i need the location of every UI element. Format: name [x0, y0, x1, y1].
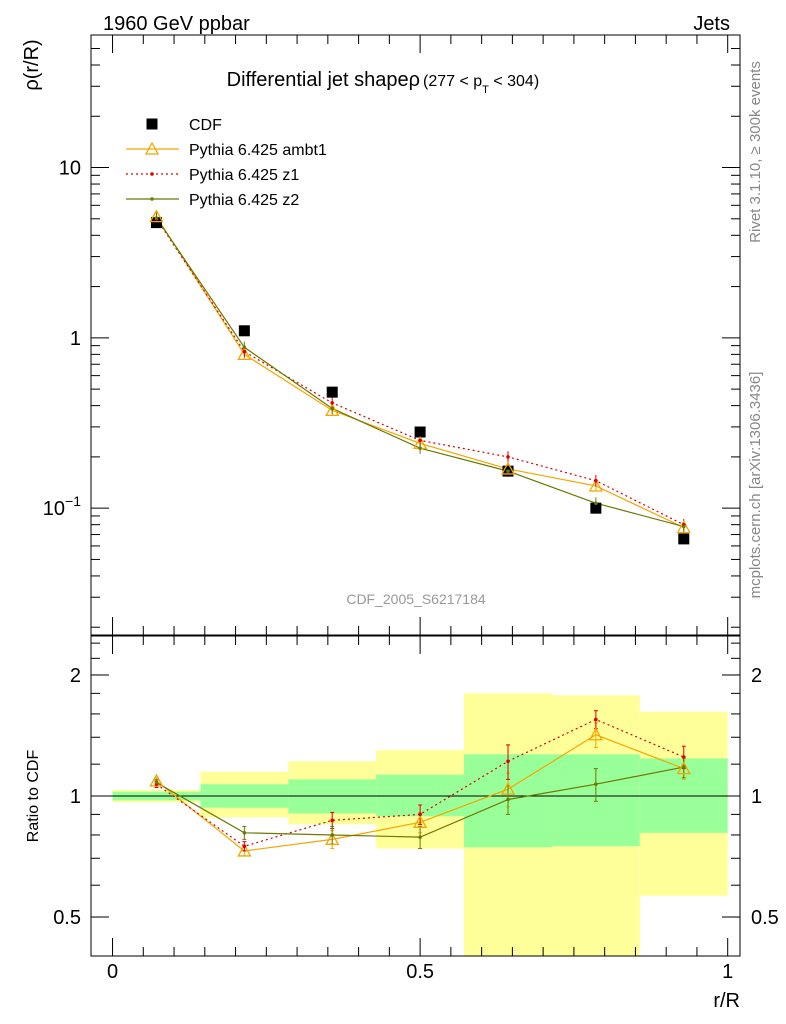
ratio-point-pythia-6-425-ambt1 [500, 781, 516, 795]
main-line-pythia-6-425-z2 [155, 217, 684, 528]
main-title-range-text: (277 < p [423, 73, 482, 90]
main-point-cdf [678, 533, 690, 545]
main-title-range-end: < 304) [489, 73, 539, 90]
ratio-point-pythia-6-425-z1 [418, 812, 422, 817]
main-point-pythia-6-425-ambt1 [676, 520, 691, 534]
header-right-label: Jets [693, 13, 730, 35]
main-point-pythia-6-425-ambt1 [237, 346, 252, 361]
main-point-cdf [238, 325, 250, 337]
main-point-pythia-6-425-z2 [594, 501, 598, 505]
legend-label-pythia-6-425-z2: Pythia 6.425 z2 [189, 192, 299, 209]
rivet-version-label: Rivet 3.1.10, ≥ 300k events [747, 61, 764, 243]
main-y-tick-label: 10 [59, 158, 81, 180]
ratio-y-tick-label-right: 2 [751, 665, 762, 687]
main-point-pythia-6-425-ambt1 [500, 461, 516, 475]
ratio-point-pythia-6-425-ambt1 [676, 761, 691, 775]
main-point-pythia-6-425-z2 [681, 524, 686, 529]
ratio-plot-panel: 2 21 10.5 0.5 0 0.5 1 Ratio to CDF r/R [25, 635, 779, 1012]
main-point-pythia-6-425-z1 [330, 401, 335, 405]
main-minor-ticks [91, 34, 740, 635]
main-frame [90, 34, 741, 636]
legend-label-pythia-6-425-z1: Pythia 6.425 z1 [189, 167, 299, 184]
main-point-pythia-6-425-z2 [418, 446, 422, 450]
main-point-pythia-6-425-z2 [242, 345, 247, 350]
main-point-cdf [150, 217, 162, 229]
ratio-y-tick-label-right: 1 [751, 786, 762, 808]
x-axis-ticks: 0 0.5 1 [107, 636, 733, 983]
ratio-point-pythia-6-425-z2 [594, 782, 598, 786]
x-tick-label: 0.5 [406, 961, 434, 983]
legend-marker-cdf [146, 118, 158, 130]
legend-label-cdf: CDF [189, 117, 222, 134]
main-point-cdf [590, 502, 602, 514]
main-y-tick-label: 1 [70, 328, 81, 350]
x-axis-label: r/R [713, 990, 740, 1012]
main-point-pythia-6-425-ambt1 [325, 403, 340, 417]
main-point-pythia-6-425-z2 [154, 216, 159, 220]
ratio-point-pythia-6-425-ambt1 [413, 814, 428, 828]
ratio-point-pythia-6-425-z1 [681, 755, 686, 759]
main-line-pythia-6-425-z1 [155, 218, 685, 526]
ratio-point-pythia-6-425-z1 [594, 717, 598, 722]
x-tick-label: 0 [107, 961, 118, 983]
legend-marker-pythia-6-425-ambt1 [144, 141, 160, 155]
ratio-point-pythia-6-425-z2 [681, 765, 686, 769]
legend: CDF Pythia 6.425 ambt1 Pythia 6.425 z1 Pyth… [126, 117, 327, 209]
main-point-pythia-6-425-z1 [506, 455, 510, 459]
ratio-series-group [149, 710, 691, 857]
main-title-index: T [482, 84, 489, 96]
ratio-y-ticks: 2 2 1 1 0.5 0.5 [53, 665, 779, 929]
main-title: Differential jet shapeρ [227, 69, 420, 91]
main-point-pythia-6-425-ambt1 [149, 209, 164, 223]
mcplots-label: mcplots.cern.ch [arXiv:1306.3436] [747, 372, 764, 599]
ratio-y-tick-label-left: 1 [70, 786, 81, 808]
ratio-y-tick-label-right: 0.5 [751, 907, 779, 929]
analysis-watermark: CDF_2005_S6217184 [346, 591, 486, 607]
main-point-cdf [414, 426, 426, 438]
x-tick-label: 1 [722, 961, 733, 983]
ratio-y-tick-label-left: 0.5 [53, 907, 81, 929]
ratio-y-axis-label: Ratio to CDF [25, 750, 42, 843]
ratio-point-pythia-6-425-z1 [506, 759, 510, 764]
main-point-pythia-6-425-z1 [418, 438, 422, 443]
ratio-point-pythia-6-425-z2 [506, 797, 510, 802]
main-point-pythia-6-425-z2 [330, 406, 335, 411]
ratio-point-pythia-6-425-z2 [330, 833, 335, 837]
main-y-axis-label: ρ(r/R) [21, 39, 43, 90]
legend-marker-pythia-6-425-z2 [150, 197, 154, 201]
main-point-pythia-6-425-z1 [594, 478, 598, 483]
legend-label-pythia-6-425-ambt1: Pythia 6.425 ambt1 [189, 142, 327, 159]
main-y-tick-label: 10−1 [43, 493, 81, 520]
main-y-ticks: 10 1 10−1 [43, 158, 740, 520]
ratio-point-pythia-6-425-ambt1 [588, 727, 603, 741]
main-point-cdf [326, 386, 338, 398]
ratio-point-pythia-6-425-z1 [242, 844, 247, 849]
ratio-point-pythia-6-425-ambt1 [237, 843, 252, 857]
main-line-pythia-6-425-ambt1 [155, 216, 685, 529]
main-title-range: (277 < pT < 304) [423, 73, 539, 96]
main-point-pythia-6-425-z2 [506, 469, 510, 473]
ratio-y-tick-label-left: 2 [70, 665, 81, 687]
ratio-point-pythia-6-425-z1 [330, 818, 335, 823]
main-point-pythia-6-425-ambt1 [588, 478, 603, 492]
legend-marker-pythia-6-425-z1 [150, 172, 154, 176]
main-series-group [149, 209, 691, 545]
ratio-point-pythia-6-425-ambt1 [325, 832, 340, 846]
header-left-label: 1960 GeV ppbar [103, 13, 250, 35]
main-plot-panel: 10 1 10−1 Differential jet shapeρ (277 < p… [21, 34, 741, 636]
main-point-pythia-6-425-z1 [242, 349, 247, 354]
ratio-point-pythia-6-425-z2 [154, 780, 159, 785]
ratio-point-pythia-6-425-z2 [242, 830, 247, 835]
ratio-point-pythia-6-425-z2 [418, 835, 422, 839]
